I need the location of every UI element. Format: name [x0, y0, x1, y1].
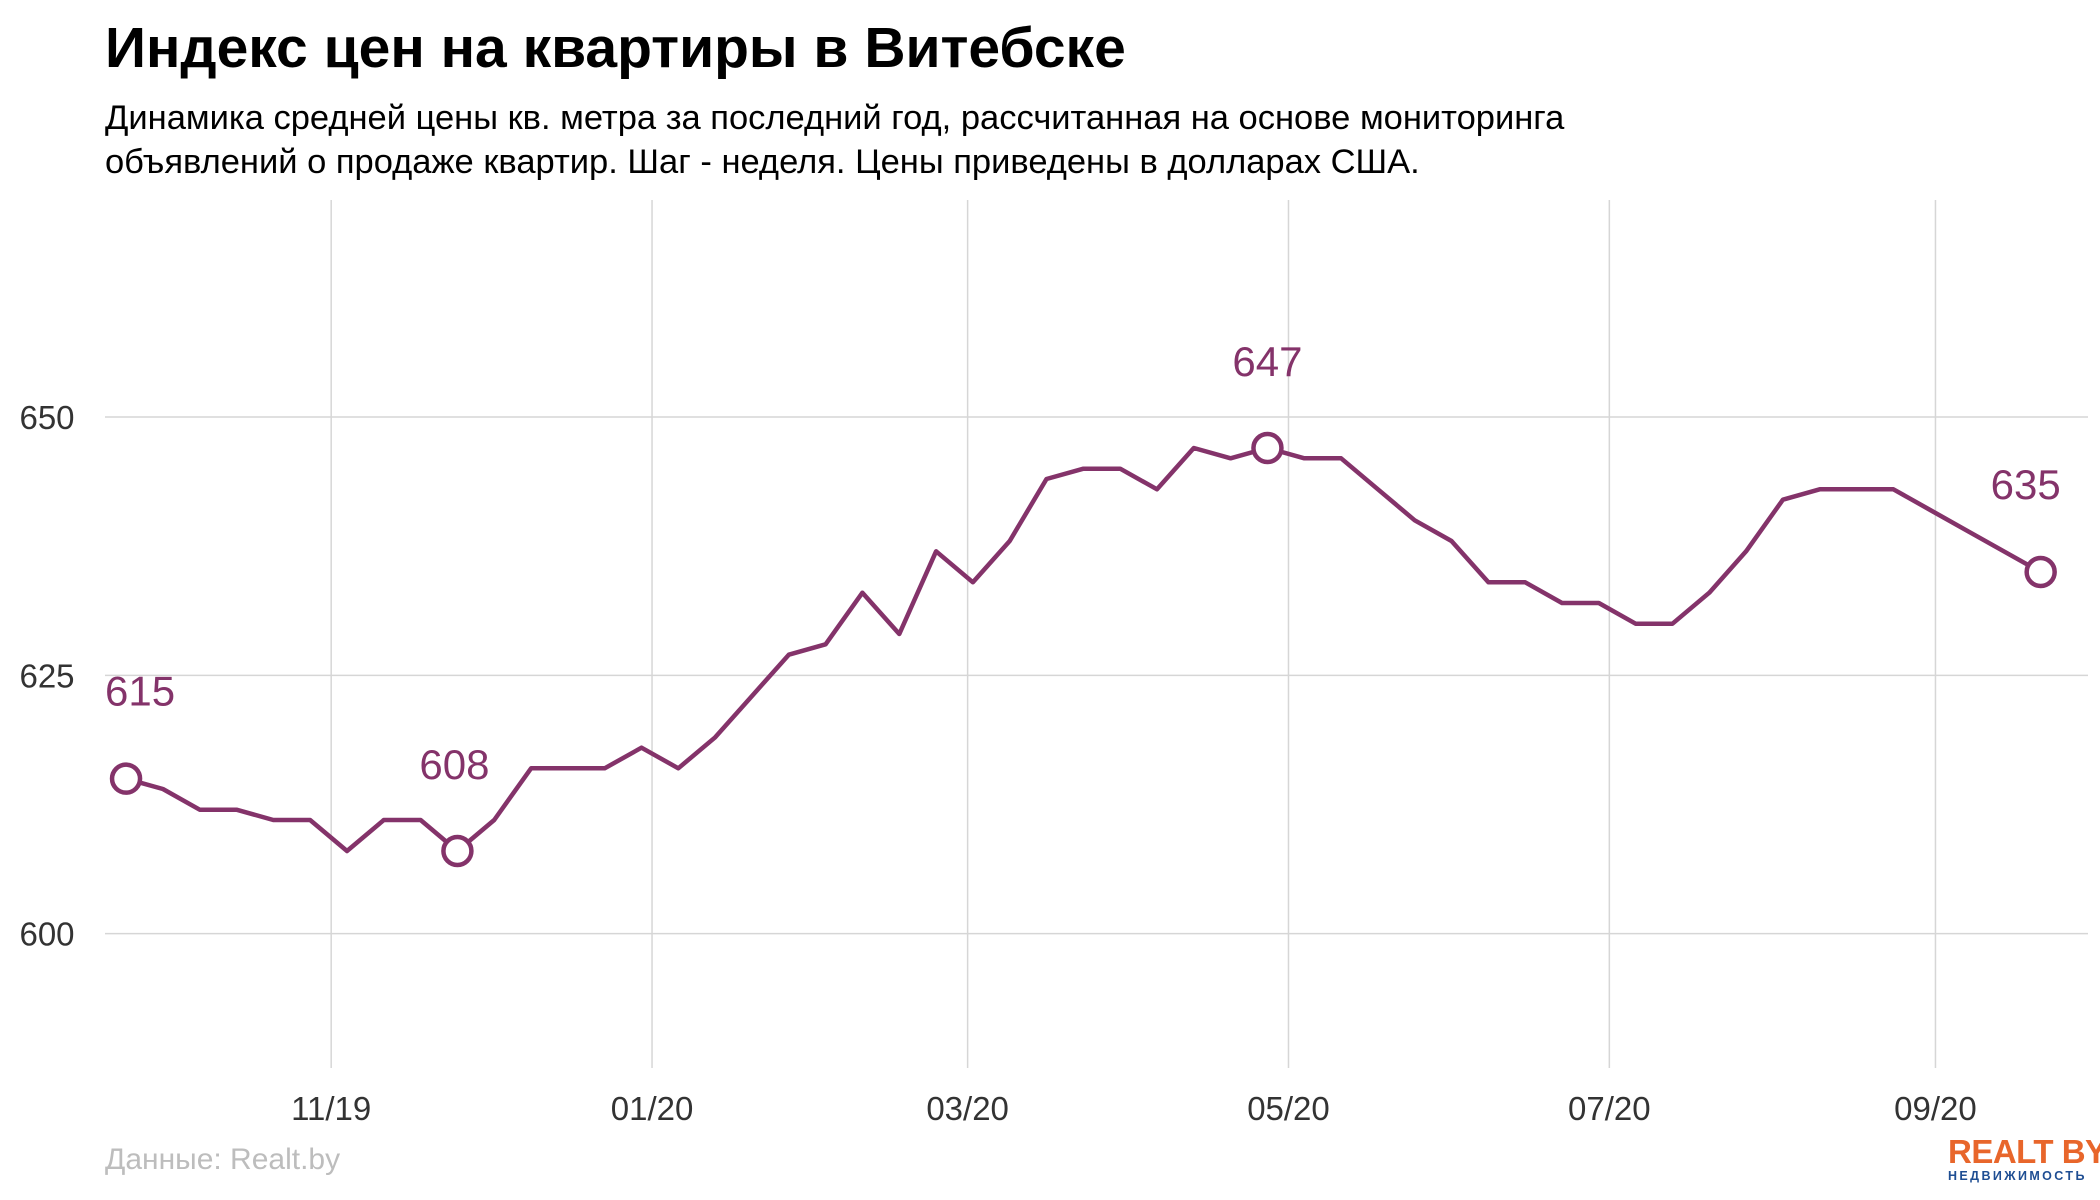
subtitle-line-2: объявлений о продаже квартир. Шаг - неде…: [105, 143, 1420, 181]
x-tick-label: 11/19: [291, 1090, 371, 1127]
data-label: 615: [105, 668, 175, 715]
y-tick-label: 600: [19, 916, 74, 953]
x-tick-label: 01/20: [611, 1090, 694, 1127]
x-tick-label: 09/20: [1894, 1090, 1977, 1127]
data-label: 635: [1991, 461, 2061, 508]
highlight-marker: [1251, 431, 1284, 465]
x-tick-label: 03/20: [926, 1090, 1009, 1127]
data-labels: 615 608 647 635: [105, 338, 2061, 788]
x-axis-ticks: 11/19 01/20 03/20 05/20 07/20 09/20: [291, 1090, 1977, 1127]
highlight-marker: [2024, 555, 2057, 589]
logo-tagline: недвижимость: [1948, 1169, 2087, 1183]
y-tick-label: 650: [19, 399, 74, 436]
highlight-marker: [109, 762, 143, 795]
realt-by-logo: REALT BY недвижимость: [1948, 1133, 2100, 1190]
source-note: Данные: Realt.by: [105, 1143, 341, 1176]
chart-title: Индекс цен на квартиры в Витебске: [105, 16, 1126, 80]
y-axis-ticks: 600 625 650: [19, 399, 74, 953]
chart-subtitle: Динамика средней цены кв. метра за после…: [105, 96, 2005, 184]
x-tick-label: 05/20: [1247, 1090, 1330, 1127]
y-tick-label: 625: [19, 657, 74, 694]
highlight-markers: [109, 431, 2057, 868]
subtitle-line-1: Динамика средней цены кв. метра за после…: [105, 99, 1565, 137]
highlight-marker: [441, 834, 474, 868]
price-series: [123, 445, 2043, 854]
grid-lines: [105, 200, 2088, 1068]
price-line: [123, 445, 2043, 854]
x-tick-label: 07/20: [1568, 1090, 1651, 1127]
data-label: 647: [1232, 338, 1302, 385]
data-label: 608: [419, 741, 489, 788]
logo-name: REALT BY: [1948, 1133, 2100, 1170]
